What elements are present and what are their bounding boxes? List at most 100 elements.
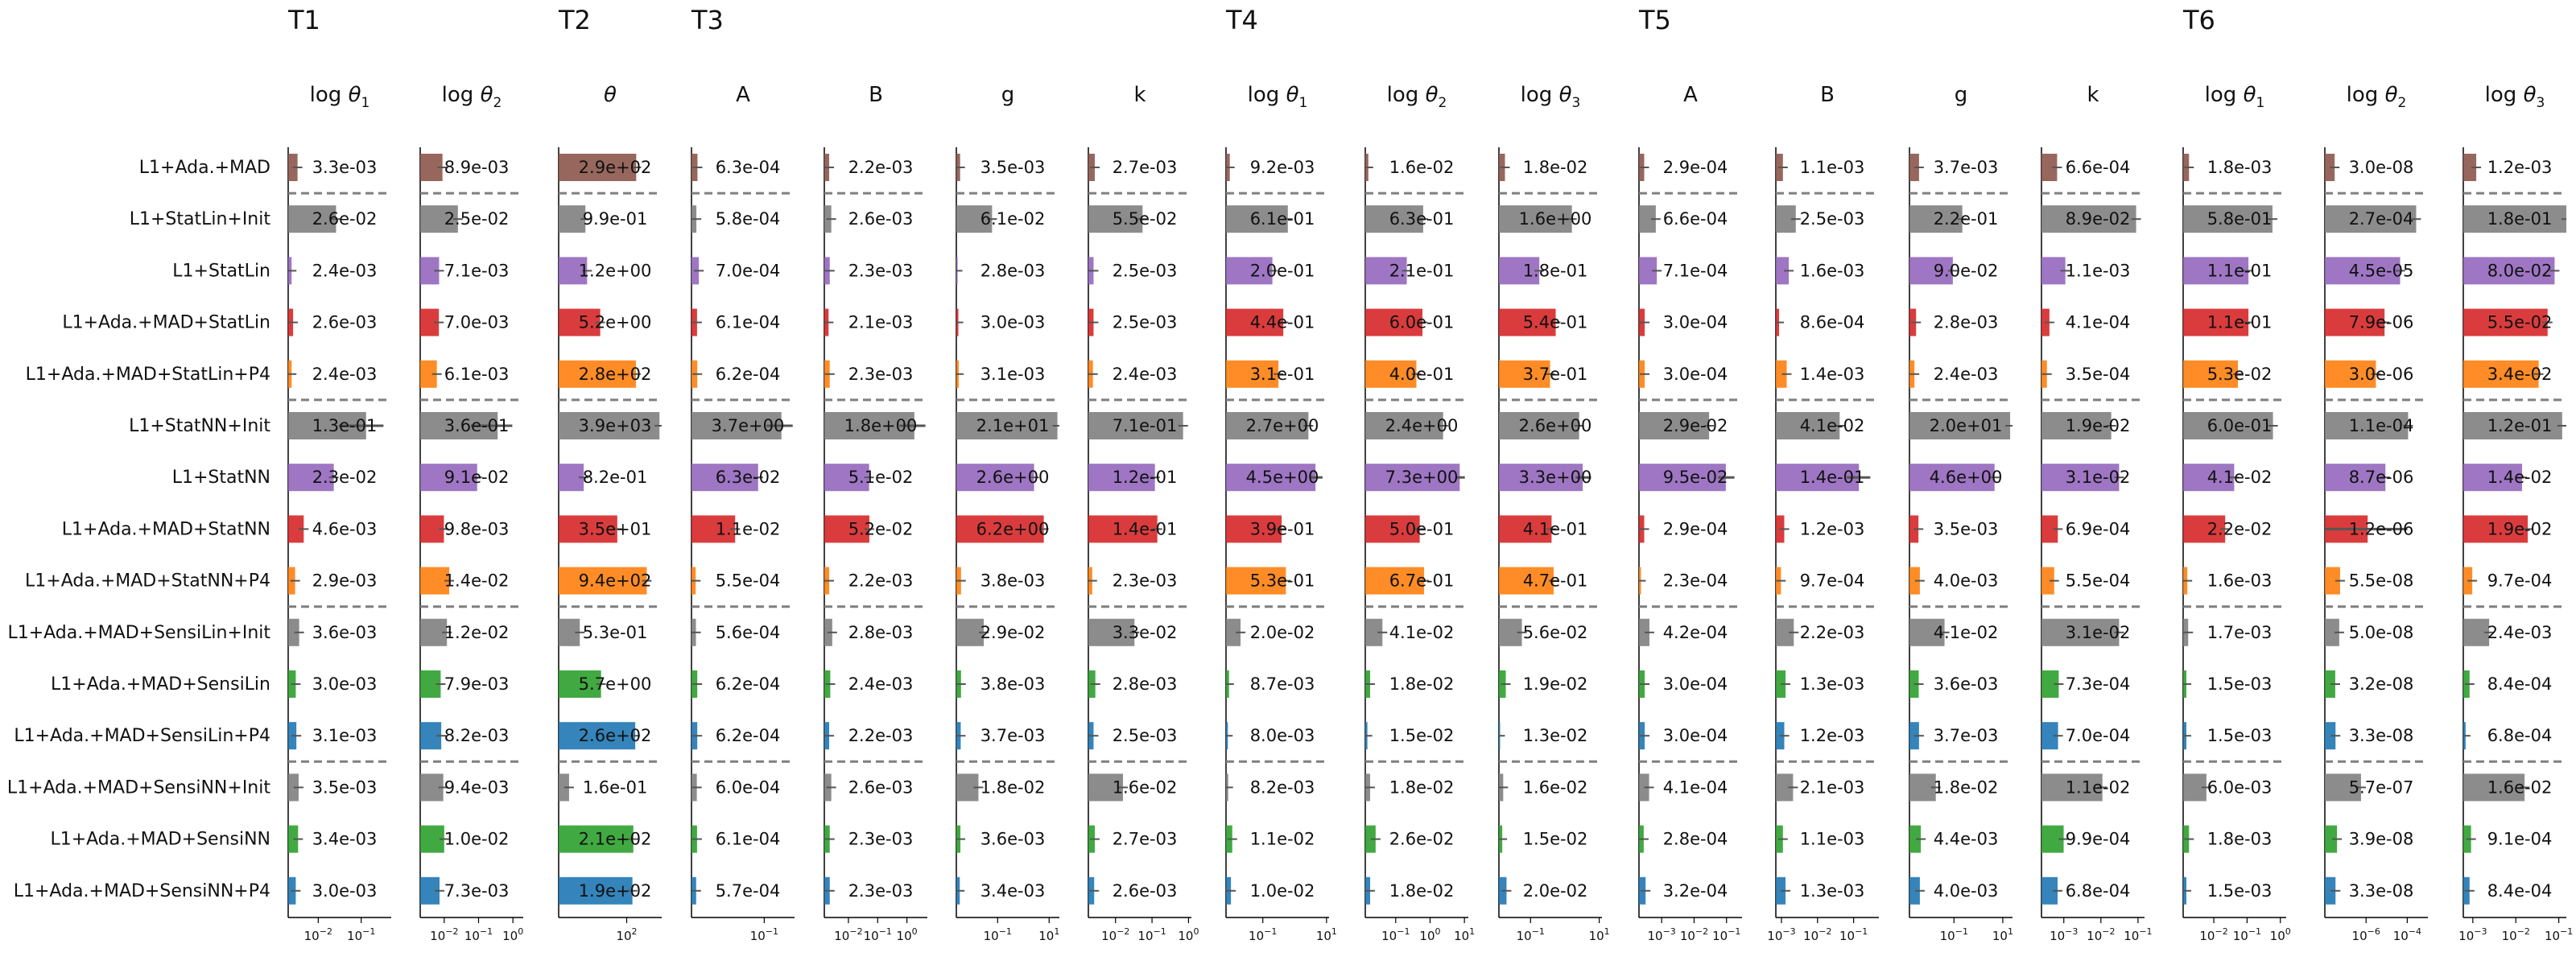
row-label: L1+Ada.+MAD+StatLin+P4 [26, 365, 270, 385]
bar [2041, 618, 2120, 646]
value-label: 2.2e-03 [848, 158, 914, 177]
bar [2463, 412, 2562, 439]
value-label: 9.9e-01 [583, 209, 648, 229]
value-label: 6.6e-04 [1663, 209, 1728, 229]
value-label: 7.3e-03 [444, 881, 510, 901]
bar [559, 876, 633, 905]
value-label: 5.8e-01 [2207, 209, 2273, 229]
value-label: 2.4e-03 [848, 674, 914, 694]
value-label: 1.4e-02 [444, 571, 510, 591]
tick-label: 10−2 [1680, 926, 1708, 943]
bar [1639, 205, 1656, 233]
value-label: 7.1e-04 [1663, 261, 1728, 280]
value-label: 9.7e-04 [2487, 571, 2553, 591]
value-label: 1.3e-02 [1523, 726, 1588, 745]
value-label: 3.9e-08 [2349, 830, 2414, 849]
row-label: L1+StatLin [172, 261, 270, 281]
value-label: 4.6e+00 [1930, 468, 2003, 487]
value-label: 2.3e-04 [1663, 571, 1728, 591]
value-label: 1.6e-01 [583, 777, 648, 797]
tick-label: 10−2 [1101, 926, 1129, 943]
panel: g 3.5e-03 6.1e-02 2.8e-03 3.0e-03 3.1e-03 2.1… [956, 83, 1059, 943]
bar [1365, 308, 1423, 336]
bar [1226, 205, 1288, 233]
value-label: 1.1e-03 [2066, 261, 2131, 280]
tick-label: 10−1 [864, 926, 892, 943]
value-label: 3.6e-03 [312, 623, 378, 642]
bar [1909, 464, 1995, 492]
tick-label: 101 [1038, 926, 1059, 943]
panel-title: log θ1 [310, 83, 370, 111]
bar [1499, 464, 1583, 492]
value-label: 5.3e-02 [2207, 365, 2273, 384]
value-label: 3.9e-01 [1250, 519, 1315, 538]
group-T3: T3 A 6.3e-04 5.8e-04 7.0e-04 6.1e-04 6.2e-04 3… [691, 5, 1199, 943]
tick-label: 10−1 [984, 926, 1012, 943]
bar [2325, 154, 2335, 181]
value-label: 1.2e-03 [1800, 519, 1865, 538]
bar [2463, 308, 2548, 336]
tick-label: 10−4 [2393, 926, 2421, 943]
bar [956, 464, 1034, 492]
value-label: 2.8e-03 [1113, 674, 1178, 694]
value-label: 9.0e-02 [1934, 261, 1999, 280]
value-label: 4.0e-03 [1934, 571, 1999, 591]
value-label: 2.6e-02 [312, 209, 378, 229]
value-label: 3.8e-03 [980, 674, 1046, 694]
value-label: 1.8e-01 [2487, 209, 2553, 229]
group-title: T5 [1638, 5, 1671, 35]
bar [2183, 257, 2249, 285]
value-label: 2.8e-04 [1663, 830, 1728, 849]
value-label: 3.5e-03 [1934, 519, 1999, 538]
value-label: 1.2e-06 [2349, 519, 2414, 538]
value-label: 1.6e-03 [1800, 261, 1865, 280]
panel: θ 2.9e+02 9.9e-01 1.2e+00 5.2e+00 2.8e+02 3.9e… [558, 83, 662, 943]
value-label: 1.9e-02 [1523, 674, 1588, 694]
value-label: 4.7e-01 [1523, 571, 1588, 591]
value-label: 6.3e-02 [716, 468, 781, 487]
tick-label: 10−1 [750, 926, 778, 943]
value-label: 5.0e-08 [2349, 623, 2414, 642]
value-label: 2.7e+00 [1246, 416, 1319, 435]
value-label: 1.1e-02 [2066, 777, 2131, 797]
panel-title: g [1955, 83, 1968, 107]
bar [2325, 412, 2409, 439]
value-label: 2.8e-03 [980, 261, 1046, 280]
bar [691, 515, 736, 543]
panel: A 2.9e-04 6.6e-04 7.1e-04 3.0e-04 3.0e-04 2.9… [1638, 83, 1742, 943]
value-label: 2.0e-02 [1250, 623, 1315, 642]
value-label: 1.4e-01 [1800, 468, 1865, 487]
bar [2325, 464, 2386, 492]
value-label: 3.4e-03 [312, 830, 378, 849]
value-label: 2.0e-02 [1523, 881, 1588, 901]
bar [420, 464, 477, 492]
bar [1365, 618, 1383, 646]
bar [1776, 773, 1794, 802]
bar [1909, 257, 1953, 285]
value-label: 1.4e-01 [1113, 519, 1178, 538]
tick-label: 10−1 [1517, 926, 1545, 943]
panel-title: k [2087, 83, 2099, 107]
row-label: L1+StatNN+Init [129, 416, 270, 436]
value-label: 5.7e-07 [2349, 777, 2414, 797]
tick-label: 10−1 [2124, 926, 2152, 943]
row-label: L1+Ada.+MAD+SensiNN+Init [7, 777, 271, 798]
value-label: 3.6e-01 [444, 416, 510, 435]
value-label: 3.3e-08 [2349, 726, 2414, 745]
value-label: 2.5e-03 [1113, 313, 1178, 332]
tick-label: 10−1 [1940, 926, 1968, 943]
tick-label: 10−1 [1839, 926, 1868, 943]
panel: log θ2 8.9e-03 2.5e-02 7.1e-03 7.0e-03 6.1e-0… [419, 83, 523, 943]
value-label: 1.1e-01 [2207, 313, 2273, 332]
value-label: 2.5e-03 [1113, 726, 1178, 745]
tick-label: 10−2 [834, 926, 862, 943]
bar [2463, 205, 2566, 233]
value-label: 5.8e-04 [716, 209, 781, 229]
value-label: 1.8e+00 [844, 416, 918, 435]
value-label: 5.5e-04 [2066, 571, 2131, 591]
value-label: 4.5e-05 [2349, 261, 2414, 280]
value-label: 6.7e-01 [1389, 571, 1455, 591]
value-label: 3.2e-04 [1663, 881, 1728, 901]
value-label: 3.4e-03 [980, 881, 1046, 901]
